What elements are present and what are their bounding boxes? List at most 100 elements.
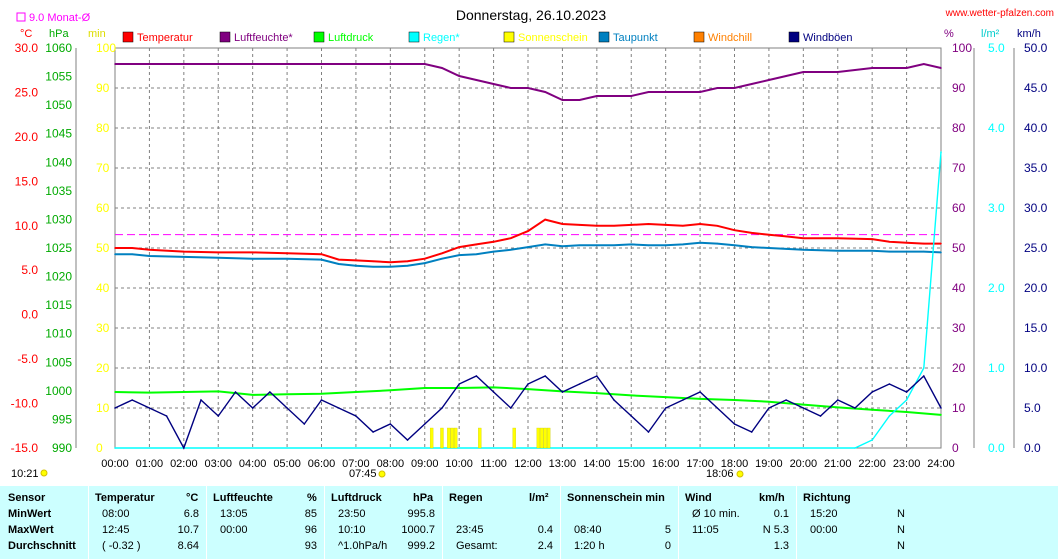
sun-tick: 70 bbox=[96, 161, 110, 175]
stats-cell: 8.64 bbox=[177, 540, 199, 552]
humidity-tick: 0 bbox=[952, 441, 959, 455]
stats-row: MinWert 08:00 6.8 13:05 85 23:50 995.8 Ø 10 min… bbox=[0, 508, 1058, 524]
data-point-luftdruck bbox=[768, 400, 770, 403]
stats-cell: 23:45 bbox=[456, 524, 484, 536]
x-tick-label: 20:00 bbox=[790, 458, 818, 470]
data-point-regen bbox=[871, 439, 873, 441]
humidity-tick: 10 bbox=[952, 401, 966, 415]
data-point-temperatur bbox=[940, 242, 942, 245]
x-tick-label: 15:00 bbox=[617, 458, 645, 470]
data-point-luftfeuchte bbox=[596, 95, 598, 97]
data-point-luftfeuchte bbox=[148, 63, 151, 65]
header-temperature-unit: °C bbox=[186, 492, 199, 504]
legend-label: Temperatur bbox=[137, 32, 193, 44]
stats-cell: 995.8 bbox=[407, 508, 435, 520]
x-tick-label: 17:00 bbox=[686, 458, 714, 470]
data-point-luftdruck bbox=[320, 392, 323, 395]
axes: 30.0 25.0 20.0 15.0 10.0 5.0 0.0 -5.0 -10.0 -15.0… bbox=[11, 41, 1048, 455]
data-point-temperatur bbox=[475, 243, 478, 246]
data-point-windben bbox=[406, 439, 409, 441]
legend-label: Windböen bbox=[803, 32, 853, 44]
humidity-tick: 50 bbox=[952, 241, 966, 255]
data-point-windben bbox=[372, 431, 374, 433]
stats-cell: 96 bbox=[304, 524, 317, 536]
data-point-luftfeuchte bbox=[647, 91, 650, 93]
header-temperature: Temperatur bbox=[95, 492, 155, 504]
sunset-icon bbox=[736, 470, 744, 478]
data-point-temperatur bbox=[613, 224, 615, 227]
humidity-tick: 30 bbox=[952, 321, 966, 335]
data-point-luftfeuchte bbox=[682, 91, 684, 93]
header-humidity: Luftfeuchte bbox=[213, 492, 273, 504]
data-point-temperatur bbox=[785, 235, 787, 238]
data-point-taupunkt bbox=[630, 243, 633, 246]
pressure-tick: 1050 bbox=[45, 98, 72, 112]
x-tick-label: 04:00 bbox=[239, 458, 267, 470]
data-point-taupunkt bbox=[596, 244, 598, 247]
humidity-tick: 60 bbox=[952, 201, 966, 215]
data-point-windben bbox=[114, 407, 116, 409]
header-wind-unit: km/h bbox=[759, 492, 785, 504]
stats-cell: 1:20 h bbox=[574, 540, 605, 552]
x-tick-label: 01:00 bbox=[136, 458, 164, 470]
legend-swatch bbox=[313, 31, 325, 43]
data-point-luftdruck bbox=[802, 403, 805, 406]
x-tick-label: 18:00 bbox=[721, 458, 749, 470]
header-humidity-unit: % bbox=[307, 492, 317, 504]
pressure-tick: 1000 bbox=[45, 384, 72, 398]
data-point-windben bbox=[148, 407, 151, 409]
data-point-taupunkt bbox=[750, 246, 753, 248]
data-point-luftfeuchte bbox=[578, 99, 581, 101]
data-point-windben bbox=[355, 415, 357, 417]
data-point-taupunkt bbox=[836, 249, 839, 252]
sun-tick: 10 bbox=[96, 401, 110, 415]
data-point-luftfeuchte bbox=[527, 87, 529, 89]
sunshine-bar bbox=[512, 427, 516, 449]
data-point-temperatur bbox=[836, 237, 839, 240]
sunrise-icon bbox=[378, 470, 386, 478]
data-point-temperatur bbox=[716, 224, 719, 227]
data-point-regen bbox=[888, 415, 891, 417]
data-point-taupunkt bbox=[131, 253, 134, 256]
data-point-temperatur bbox=[337, 258, 340, 261]
site-link[interactable]: www.wetter-pfalzen.com bbox=[945, 8, 1054, 19]
data-point-luftdruck bbox=[286, 393, 288, 396]
data-point-temperatur bbox=[871, 238, 873, 240]
data-point-windben bbox=[320, 399, 323, 401]
stats-row-label: MaxWert bbox=[8, 524, 54, 536]
data-point-regen bbox=[940, 151, 942, 153]
x-tick-label: 05:00 bbox=[273, 458, 301, 470]
data-point-taupunkt bbox=[509, 248, 512, 251]
stats-row: Durchschnitt ( -0.32 ) 8.64 93 ^1.0hPa/h 999.… bbox=[0, 540, 1058, 556]
data-point-windben bbox=[458, 383, 460, 385]
data-point-taupunkt bbox=[682, 243, 684, 246]
data-point-luftfeuchte bbox=[475, 79, 478, 81]
data-point-taupunkt bbox=[337, 263, 340, 265]
x-tick-label: 07:00 bbox=[342, 458, 370, 470]
pressure-tick: 1020 bbox=[45, 270, 72, 284]
data-point-luftfeuchte bbox=[389, 63, 392, 65]
x-tick-label: 08:00 bbox=[377, 458, 405, 470]
data-point-taupunkt bbox=[922, 250, 925, 253]
data-point-temperatur bbox=[733, 229, 736, 232]
data-point-temperatur bbox=[217, 251, 220, 254]
data-point-temperatur bbox=[251, 251, 254, 254]
data-point-temperatur bbox=[802, 237, 805, 240]
data-point-taupunkt bbox=[647, 244, 650, 247]
data-point-luftdruck bbox=[699, 398, 701, 400]
stats-row-label: MinWert bbox=[8, 508, 52, 520]
series-line-temperatur bbox=[115, 218, 941, 264]
data-point-taupunkt bbox=[423, 262, 426, 264]
data-point-temperatur bbox=[630, 224, 633, 226]
data-point-luftdruck bbox=[251, 394, 254, 396]
data-point-luftfeuchte bbox=[802, 71, 805, 73]
stats-cell: Ø 10 min. bbox=[692, 508, 740, 520]
header-pressure: Luftdruck bbox=[331, 492, 382, 504]
data-point-temperatur bbox=[355, 259, 357, 262]
data-point-temperatur bbox=[183, 250, 185, 253]
data-point-luftdruck bbox=[836, 406, 839, 409]
wind-tick: 0.0 bbox=[1024, 441, 1041, 455]
data-point-taupunkt bbox=[441, 257, 443, 260]
data-point-temperatur bbox=[750, 232, 753, 234]
data-point-windben bbox=[441, 407, 443, 409]
